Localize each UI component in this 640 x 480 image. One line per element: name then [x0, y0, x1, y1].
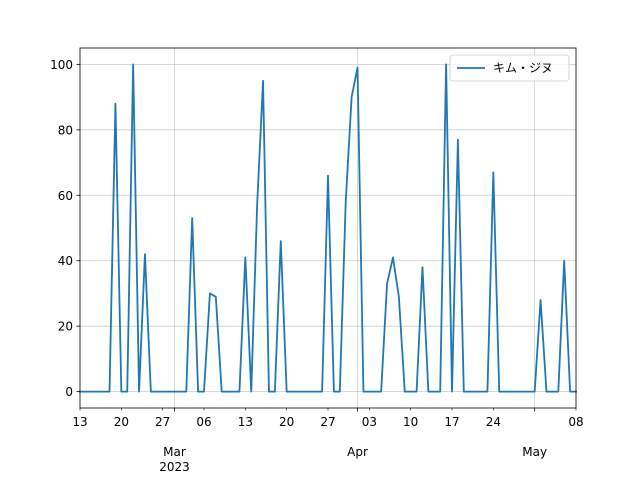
x-tick-label: 20 [114, 415, 129, 429]
x-major-label: Apr [347, 445, 368, 459]
x-tick-label: 17 [444, 415, 459, 429]
y-tick-label: 60 [58, 189, 73, 203]
x-tick-label: 20 [279, 415, 294, 429]
y-tick-label: 20 [58, 320, 73, 334]
x-tick-label: 24 [486, 415, 501, 429]
series-layer [79, 63, 577, 393]
x-tick-label: 10 [403, 415, 418, 429]
y-axis: 0 20 40 60 80 100 [50, 58, 80, 399]
x-major-label: Mar [163, 445, 186, 459]
legend: キム・ジヌ [449, 54, 570, 82]
legend-box [449, 54, 570, 82]
legend-label-series: キム・ジヌ [493, 61, 553, 75]
x-major-label: 2023 [159, 460, 190, 474]
y-tick-label: 80 [58, 123, 73, 137]
y-tick-label: 0 [65, 385, 73, 399]
y-tick-label: 40 [58, 254, 73, 268]
x-tick-label: 06 [196, 415, 211, 429]
x-tick-label: 27 [155, 415, 170, 429]
x-tick-label: 08 [568, 415, 583, 429]
x-tick-label: 03 [362, 415, 377, 429]
x-tick-label: 13 [238, 415, 253, 429]
x-tick-label: 13 [72, 415, 87, 429]
y-tick-label: 100 [50, 58, 73, 72]
x-tick-label: 27 [320, 415, 335, 429]
x-major-label: May [522, 445, 547, 459]
